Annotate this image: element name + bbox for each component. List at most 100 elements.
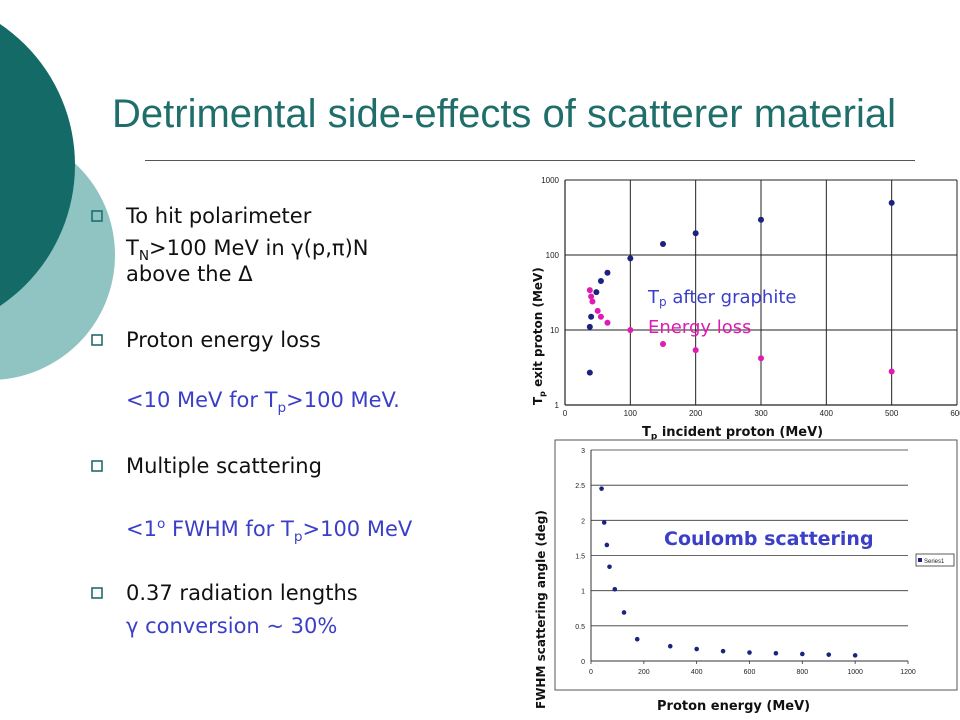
x-tick-label: 800 bbox=[796, 669, 808, 676]
y-tick-label: 1 bbox=[555, 401, 560, 410]
bullet-text: To hit polarimeter bbox=[126, 204, 312, 228]
data-point bbox=[604, 542, 610, 548]
x-axis-title-text: incident proton (MeV) bbox=[657, 425, 823, 440]
data-point-after-graphite bbox=[627, 255, 634, 262]
data-point bbox=[612, 586, 618, 592]
data-point bbox=[634, 636, 640, 642]
scattering-angle-chart: 0 0.5 1 1.5 2 2.5 3 0 200 400 600 800 1000 1200 Series… bbox=[534, 439, 958, 714]
title-divider bbox=[145, 160, 915, 161]
x-tick-label: 400 bbox=[820, 409, 834, 418]
data-point bbox=[601, 520, 607, 525]
y-axis-title: Tp exit proton (MeV) bbox=[531, 267, 547, 405]
bullet-subline: TN>100 MeV in γ(p,π)N bbox=[126, 236, 368, 264]
text-run: FWHM for T bbox=[165, 517, 294, 541]
data-point-after-graphite bbox=[660, 241, 666, 248]
text-run: >100 MeV bbox=[302, 517, 413, 541]
x-tick-label: 400 bbox=[691, 669, 703, 676]
data-point-energy-loss bbox=[589, 298, 596, 305]
data-point-energy-loss bbox=[604, 319, 611, 326]
bullet-text: Proton energy loss bbox=[126, 328, 321, 352]
data-point bbox=[800, 651, 805, 657]
data-point-energy-loss bbox=[660, 341, 666, 348]
y-tick-label: 0 bbox=[581, 659, 585, 666]
legend-marker bbox=[918, 558, 922, 562]
data-point-after-graphite bbox=[604, 269, 611, 276]
data-point bbox=[621, 610, 627, 615]
text-run: T bbox=[126, 236, 139, 260]
data-point bbox=[667, 643, 673, 649]
x-tick-label: 600 bbox=[744, 669, 756, 676]
legend-label: Series1 bbox=[924, 559, 945, 565]
bullet-detail: <1o FWHM for Tp>100 MeV bbox=[126, 516, 412, 545]
hollow-square-bullet-icon bbox=[91, 587, 103, 599]
y-tick-label: 2.5 bbox=[575, 483, 585, 490]
annotation-text: after graphite bbox=[667, 287, 797, 308]
bullet-text: Multiple scattering bbox=[126, 454, 322, 478]
hollow-square-bullet-icon bbox=[91, 210, 103, 222]
x-tick-label: 0 bbox=[563, 409, 568, 418]
x-tick-label: 500 bbox=[885, 409, 899, 418]
y-axis-title-text: exit proton (MeV) bbox=[531, 267, 545, 391]
data-point-energy-loss bbox=[627, 327, 634, 333]
text-run: <10 MeV for T bbox=[126, 388, 278, 412]
subscript: p bbox=[293, 529, 303, 546]
text-run: >100 MeV. bbox=[286, 388, 400, 412]
data-point-after-graphite bbox=[888, 199, 895, 206]
superscript: o bbox=[156, 516, 166, 532]
x-tick-label: 300 bbox=[754, 409, 768, 418]
x-tick-label: 1200 bbox=[900, 669, 916, 676]
legend-energy-loss: Energy loss bbox=[648, 317, 752, 338]
data-point bbox=[852, 653, 858, 658]
dark-circle-shape bbox=[0, 24, 75, 306]
x-tick-label: 600 bbox=[950, 409, 960, 418]
data-point-energy-loss bbox=[586, 287, 593, 294]
text-run: >100 MeV in γ(p,π)N bbox=[149, 236, 369, 260]
chart-annotation: Coulomb scattering bbox=[664, 528, 874, 550]
data-point-after-graphite bbox=[593, 289, 600, 296]
subscript: N bbox=[138, 248, 150, 265]
x-axis-title: Tp incident proton (MeV) bbox=[642, 425, 823, 440]
plot-frame bbox=[554, 439, 958, 691]
data-point-energy-loss bbox=[888, 368, 895, 375]
y-tick-label: 1.5 bbox=[575, 554, 585, 561]
data-point-energy-loss bbox=[594, 307, 601, 314]
data-point-after-graphite bbox=[588, 313, 595, 320]
y-tick-label: 3 bbox=[581, 448, 585, 455]
data-point bbox=[747, 650, 752, 655]
x-tick-label: 1000 bbox=[847, 669, 863, 676]
decorative-circles bbox=[0, 0, 140, 720]
y-axis-title-subscript: p bbox=[538, 391, 547, 397]
data-point bbox=[607, 564, 612, 570]
data-point bbox=[826, 652, 832, 657]
text-run: <1 bbox=[126, 517, 157, 541]
bullet-subline: above the Δ bbox=[126, 262, 253, 286]
data-point-after-graphite bbox=[597, 278, 604, 285]
y-axis-title: FWHM scattering angle (deg) bbox=[534, 510, 548, 709]
x-axis-title-text: T bbox=[642, 425, 651, 440]
y-axis-title-text: T bbox=[531, 396, 545, 405]
data-point-after-graphite bbox=[692, 230, 699, 237]
hollow-square-bullet-icon bbox=[91, 460, 103, 472]
y-tick-label: 100 bbox=[546, 251, 560, 260]
exit-energy-chart: 1 10 100 1000 0 100 200 300 400 500 600 Tp incident… bbox=[531, 176, 960, 440]
data-point bbox=[773, 650, 779, 656]
x-tick-label: 100 bbox=[624, 409, 638, 418]
x-tick-label: 200 bbox=[638, 669, 650, 676]
data-point bbox=[694, 646, 699, 652]
data-point bbox=[599, 486, 604, 491]
y-tick-label: 0.5 bbox=[575, 624, 585, 631]
x-tick-label: 0 bbox=[589, 669, 593, 676]
data-point-energy-loss bbox=[758, 355, 764, 362]
x-tick-label: 200 bbox=[689, 409, 703, 418]
y-tick-label: 1000 bbox=[541, 176, 559, 185]
subscript: p bbox=[277, 400, 287, 417]
data-point-after-graphite bbox=[758, 216, 764, 223]
legend-after-graphite: Tp after graphite bbox=[647, 287, 796, 309]
legend-box bbox=[915, 553, 955, 567]
data-point-energy-loss bbox=[597, 313, 604, 320]
y-tick-label: 10 bbox=[550, 326, 559, 335]
y-tick-label: 2 bbox=[581, 518, 585, 525]
x-axis-title-subscript: p bbox=[651, 432, 658, 440]
data-point bbox=[720, 648, 726, 654]
data-point-energy-loss bbox=[588, 293, 595, 300]
